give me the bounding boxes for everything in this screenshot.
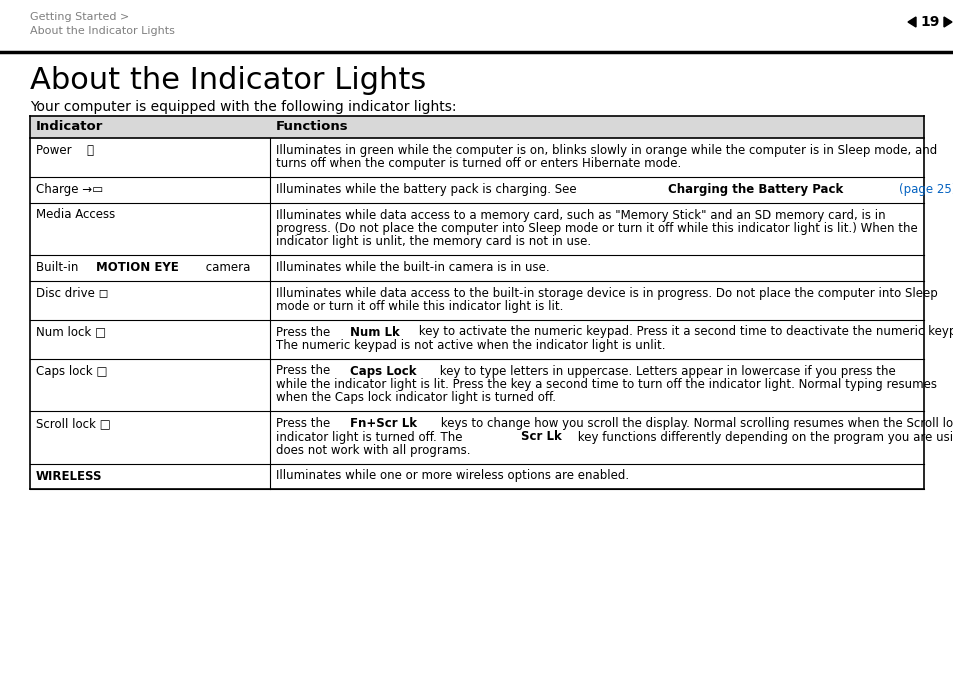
Text: key functions differently depending on the program you are using and: key functions differently depending on t…: [573, 431, 953, 443]
Text: Power: Power: [36, 144, 75, 157]
Text: Illuminates while the battery pack is charging. See: Illuminates while the battery pack is ch…: [275, 183, 579, 196]
Text: Getting Started >: Getting Started >: [30, 12, 129, 22]
Text: Num Lk: Num Lk: [350, 326, 399, 338]
Text: Scroll lock □: Scroll lock □: [36, 417, 111, 430]
Text: mode or turn it off while this indicator light is lit.: mode or turn it off while this indicator…: [275, 300, 562, 313]
Text: Illuminates in green while the computer is on, blinks slowly in orange while the: Illuminates in green while the computer …: [275, 144, 936, 157]
Text: Charging the Battery Pack: Charging the Battery Pack: [668, 183, 842, 196]
Text: keys to change how you scroll the display. Normal scrolling resumes when the Scr: keys to change how you scroll the displa…: [436, 417, 953, 430]
Text: Illuminates while data access to the built-in storage device is in progress. Do : Illuminates while data access to the bui…: [275, 286, 937, 299]
Text: turns off when the computer is turned off or enters Hibernate mode.: turns off when the computer is turned of…: [275, 158, 680, 171]
Text: 19: 19: [920, 15, 939, 29]
Polygon shape: [907, 17, 915, 27]
Text: Built-in: Built-in: [36, 261, 82, 274]
Text: Press the: Press the: [275, 417, 334, 430]
Text: indicator light is unlit, the memory card is not in use.: indicator light is unlit, the memory car…: [275, 235, 590, 249]
Text: Caps Lock: Caps Lock: [350, 365, 416, 377]
Text: WIRELESS: WIRELESS: [36, 470, 102, 483]
Text: progress. (Do not place the computer into Sleep mode or turn it off while this i: progress. (Do not place the computer int…: [275, 222, 917, 235]
Text: (page 25): (page 25): [899, 183, 953, 196]
Text: Media Access: Media Access: [36, 208, 115, 222]
Text: Press the: Press the: [275, 365, 334, 377]
Text: Illuminates while one or more wireless options are enabled.: Illuminates while one or more wireless o…: [275, 470, 628, 483]
Text: Indicator: Indicator: [36, 121, 103, 133]
Text: Charge →▭: Charge →▭: [36, 183, 103, 196]
Text: Functions: Functions: [275, 121, 348, 133]
Text: Disc drive ◻: Disc drive ◻: [36, 286, 109, 299]
Text: Illuminates while data access to a memory card, such as "Memory Stick" and an SD: Illuminates while data access to a memor…: [275, 208, 884, 222]
Text: About the Indicator Lights: About the Indicator Lights: [30, 66, 426, 95]
Polygon shape: [943, 17, 951, 27]
Bar: [30, 116, 923, 138]
Text: camera: camera: [202, 261, 251, 274]
Text: while the indicator light is lit. Press the key a second time to turn off the in: while the indicator light is lit. Press …: [275, 378, 936, 391]
Text: MOTION EYE: MOTION EYE: [95, 261, 178, 274]
Text: Fn+Scr Lk: Fn+Scr Lk: [350, 417, 417, 430]
Text: key to activate the numeric keypad. Press it a second time to deactivate the num: key to activate the numeric keypad. Pres…: [415, 326, 953, 338]
Text: Num lock □: Num lock □: [36, 326, 106, 338]
Text: Illuminates while the built-in camera is in use.: Illuminates while the built-in camera is…: [275, 261, 549, 274]
Text: when the Caps lock indicator light is turned off.: when the Caps lock indicator light is tu…: [275, 392, 555, 404]
Text: key to type letters in uppercase. Letters appear in lowercase if you press the: key to type letters in uppercase. Letter…: [436, 365, 899, 377]
Text: does not work with all programs.: does not work with all programs.: [275, 444, 470, 457]
Text: Scr Lk: Scr Lk: [520, 431, 561, 443]
Text: Your computer is equipped with the following indicator lights:: Your computer is equipped with the follo…: [30, 100, 456, 114]
Text: Caps lock □: Caps lock □: [36, 365, 108, 377]
Text: The numeric keypad is not active when the indicator light is unlit.: The numeric keypad is not active when th…: [275, 339, 664, 352]
Text: Press the: Press the: [275, 326, 334, 338]
Text: ⏻: ⏻: [87, 144, 93, 157]
Text: indicator light is turned off. The: indicator light is turned off. The: [275, 431, 465, 443]
Text: About the Indicator Lights: About the Indicator Lights: [30, 26, 174, 36]
